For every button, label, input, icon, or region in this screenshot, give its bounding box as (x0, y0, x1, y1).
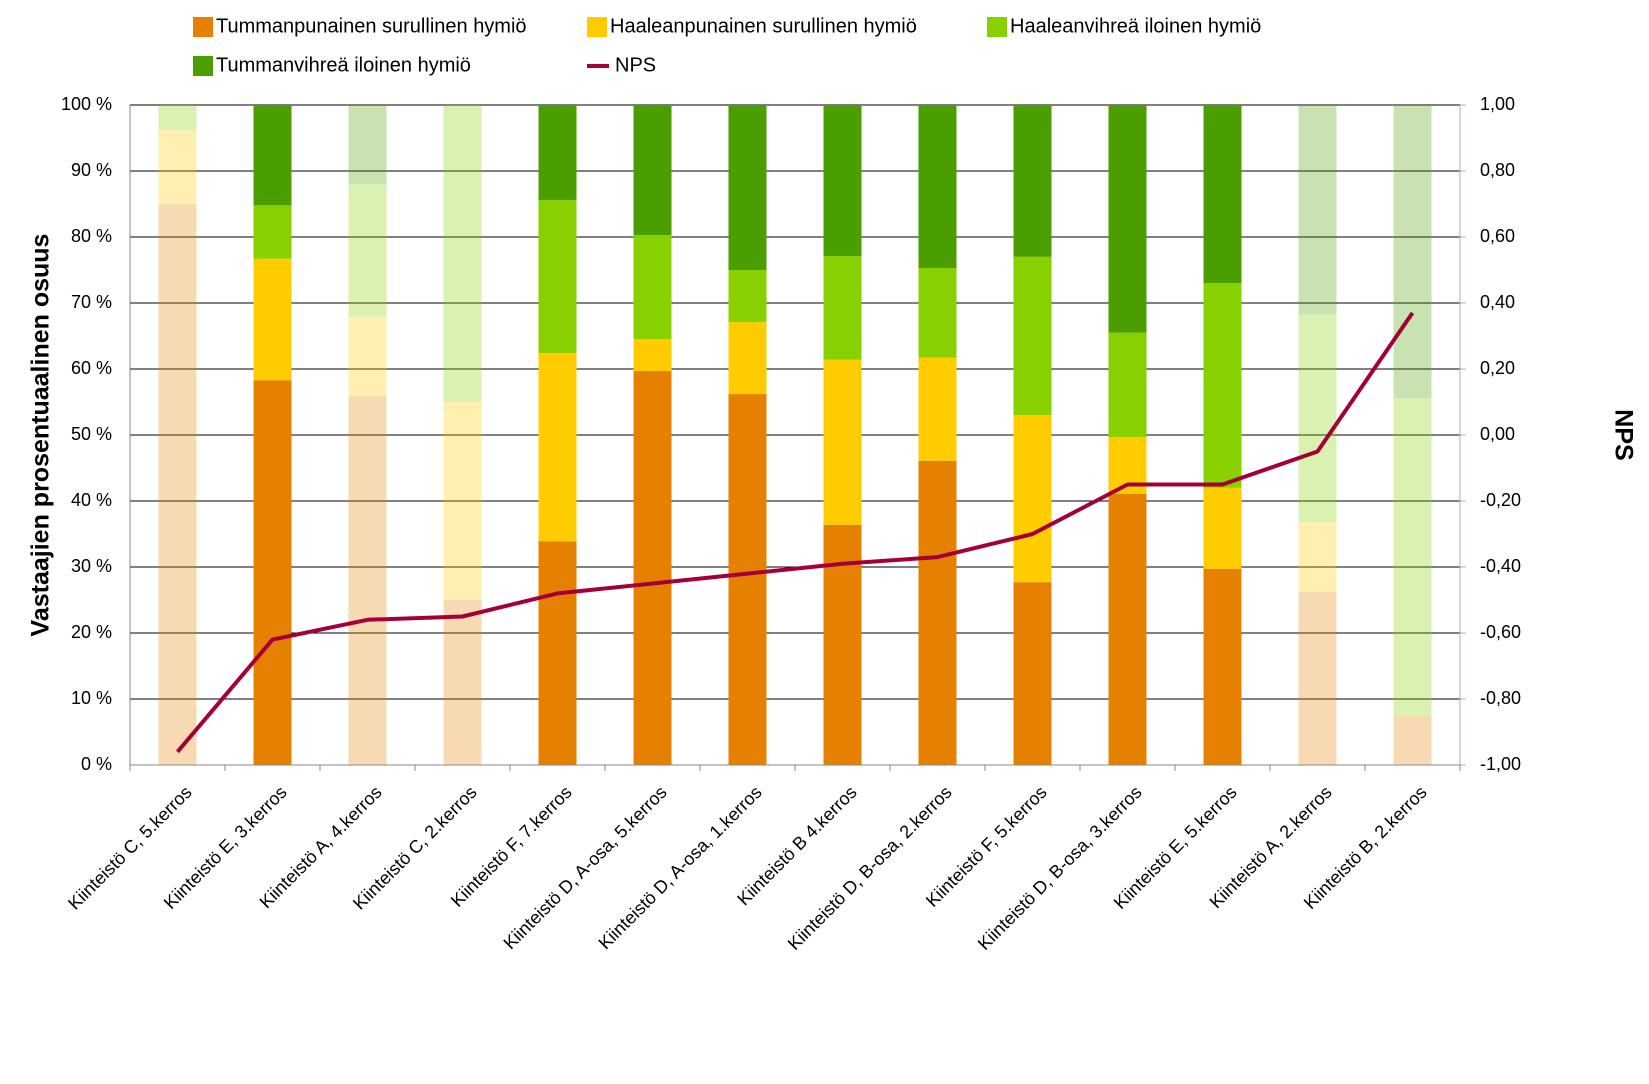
bar-segment (1203, 487, 1242, 569)
bar-segment (1298, 314, 1337, 523)
y2-tick-label: 0,80 (1480, 160, 1515, 180)
bar-segment (253, 258, 292, 381)
y-tick-label: 80 % (71, 226, 112, 246)
bar-segment (918, 268, 957, 358)
y2-tick-label: 0,00 (1480, 424, 1515, 444)
x-tick-label: Kiinteistö D, B-osa, 3.kerros (974, 782, 1146, 954)
bar-segment (1393, 398, 1432, 717)
bar-segment (1298, 105, 1337, 315)
legend-swatch (987, 17, 1007, 37)
bar-segment (1013, 105, 1052, 257)
bar-segment (633, 339, 672, 371)
y-tick-label: 50 % (71, 424, 112, 444)
y-tick-label: 10 % (71, 688, 112, 708)
y-tick-label: 40 % (71, 490, 112, 510)
bar-segment (538, 541, 577, 765)
bar-segment (1203, 283, 1242, 488)
bar-segment (633, 105, 672, 236)
legend-text: Tummanvihreä iloinen hymiö (216, 54, 471, 76)
legend-text: NPS (615, 54, 656, 76)
bar-segment (728, 105, 767, 270)
bar-segment (1013, 415, 1052, 583)
bar-segment (538, 105, 577, 201)
bar-segment (1298, 522, 1337, 593)
bar-segment (918, 357, 957, 461)
bar-segment (348, 396, 387, 765)
y2-tick-label: 0,40 (1480, 292, 1515, 312)
bar-segment (1013, 582, 1052, 765)
x-tick-label: Kiinteistö D, B-osa, 2.kerros (784, 782, 956, 954)
y2-tick-label: 0,60 (1480, 226, 1515, 246)
bar-segment (1108, 332, 1147, 437)
bar-segment (253, 380, 292, 765)
y2-tick-label: -0,60 (1480, 622, 1521, 642)
y2-axis-title: NPS (1609, 409, 1637, 460)
bar-segment (253, 205, 292, 259)
bar-segment (1298, 592, 1337, 765)
legend-swatch (193, 17, 213, 37)
y2-tick-label: -0,80 (1480, 688, 1521, 708)
bar-segment (538, 200, 577, 354)
y2-tick-label: 0,20 (1480, 358, 1515, 378)
y-tick-label: 60 % (71, 358, 112, 378)
bar-segment (1108, 105, 1147, 333)
line-series (175, 311, 1415, 754)
legend-text: Tummanpunainen surullinen hymiö (216, 15, 527, 37)
y2-tick-label: -1,00 (1480, 754, 1521, 774)
bar-segment (823, 359, 862, 525)
bar-segment (1108, 493, 1147, 765)
y-tick-label: 100 % (61, 94, 112, 114)
bar-segment (1203, 568, 1242, 765)
bar-segment (1013, 256, 1052, 416)
bar-segment (823, 105, 862, 257)
legend-text: Haaleanpunainen surullinen hymiö (610, 15, 917, 37)
bar-segment (538, 353, 577, 542)
y-tick-label: 90 % (71, 160, 112, 180)
bar-segment (443, 105, 482, 402)
bar-segment (728, 322, 767, 395)
y-tick-label: 20 % (71, 622, 112, 642)
bar-segment (1203, 105, 1242, 284)
y-axis-title: Vastaajien prosentuaalinen osuus (27, 234, 55, 637)
y-tick-label: 30 % (71, 556, 112, 576)
bar-segment (728, 270, 767, 323)
bar-segment (728, 394, 767, 765)
legend-swatch (193, 56, 213, 76)
bar-segment (633, 235, 672, 340)
bar-segment (1393, 716, 1432, 765)
bar-segment (443, 600, 482, 765)
bar-segment (823, 256, 862, 360)
bar-segment (253, 105, 292, 206)
y2-tick-label: 1,00 (1480, 94, 1515, 114)
y2-tick-label: -0,40 (1480, 556, 1521, 576)
bar-segment (918, 105, 957, 269)
bar-segment (633, 370, 672, 765)
y-tick-label: 70 % (71, 292, 112, 312)
y-tick-label: 0 % (81, 754, 112, 774)
bar-segment (348, 316, 387, 397)
x-tick-label: Kiinteistö D, A-osa, 1.kerros (595, 782, 766, 953)
bar-segment (918, 460, 957, 765)
bar-segment (158, 105, 197, 131)
bar-segment (348, 184, 387, 317)
bar-segment (158, 130, 197, 204)
legend-swatch (587, 17, 607, 37)
x-tick-label: Kiinteistö D, A-osa, 5.kerros (500, 782, 671, 953)
bar-segment (443, 402, 482, 600)
bar-segment (348, 105, 387, 185)
legend-text: Haaleanvihreä iloinen hymiö (1010, 15, 1261, 37)
bar-segment (158, 204, 197, 765)
y2-tick-label: -0,20 (1480, 490, 1521, 510)
bar-segment (1393, 105, 1432, 399)
